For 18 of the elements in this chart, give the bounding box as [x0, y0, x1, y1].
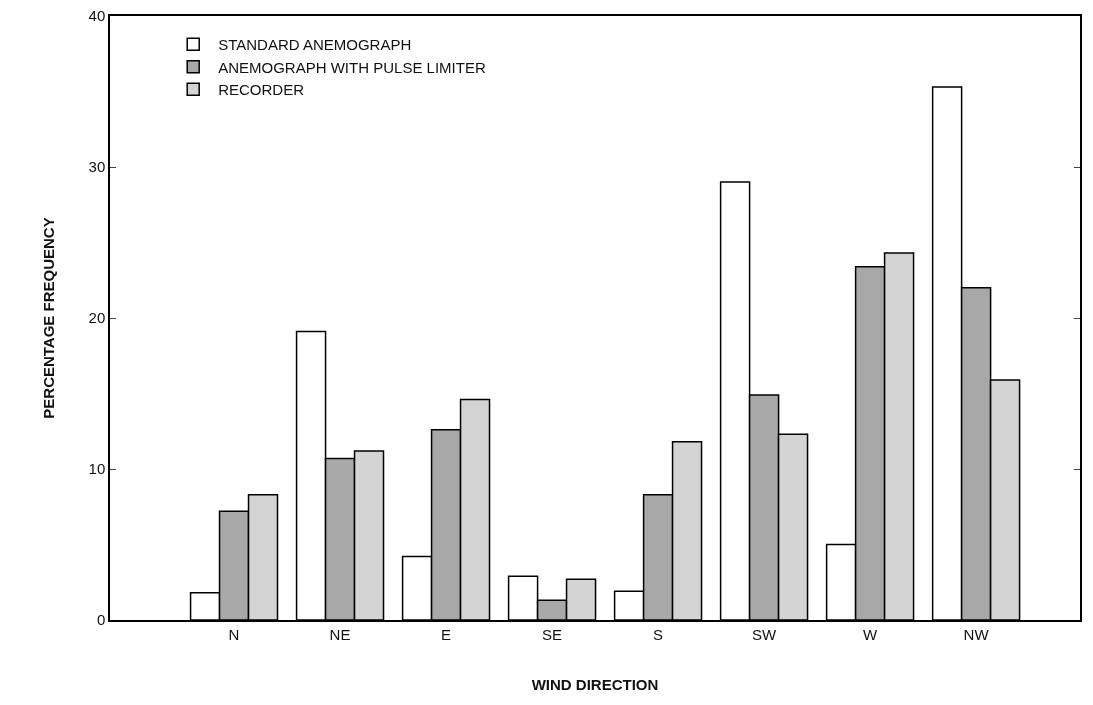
- x-tick-label: NW: [963, 625, 990, 643]
- x-tick-label: SE: [542, 625, 563, 643]
- x-tick-label: NE: [329, 625, 351, 643]
- legend-label: STANDARD ANEMOGRAPH: [218, 36, 412, 54]
- legend-label: RECORDER: [218, 81, 305, 99]
- x-tick-label: SW: [752, 625, 778, 643]
- y-tick-label: 30: [88, 158, 106, 176]
- x-tick-label: E: [441, 625, 452, 643]
- x-axis-title: WIND DIRECTION: [531, 676, 659, 694]
- y-tick-label: 40: [88, 7, 106, 25]
- y-tick-label: 10: [88, 460, 106, 478]
- y-tick-label: 0: [96, 611, 106, 629]
- y-axis-title: PERCENTAGE FREQUENCY: [40, 217, 58, 419]
- x-tick-label: N: [228, 625, 240, 643]
- y-tick-label: 20: [88, 309, 106, 327]
- x-tick-label: W: [863, 625, 879, 643]
- legend-label: ANEMOGRAPH WITH PULSE LIMITER: [218, 58, 486, 76]
- x-tick-label: S: [653, 625, 664, 643]
